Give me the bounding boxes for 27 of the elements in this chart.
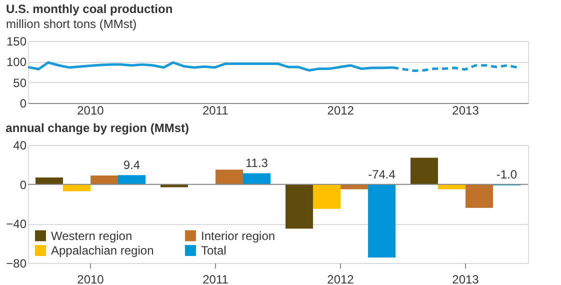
data-label: 11.3 <box>246 156 268 170</box>
y-tick-label: 0 <box>20 96 27 110</box>
y-tick-label: 40 <box>13 138 27 152</box>
y-tick-label: −80 <box>6 256 27 270</box>
legend-label: Total <box>201 244 226 258</box>
y-tick-label: −40 <box>6 217 27 232</box>
legend-label: Appalachian region <box>51 244 154 258</box>
data-label: -1.0 <box>496 167 518 182</box>
x-tick-label: 2010 <box>77 272 104 285</box>
chart-title: annual change by region (MMst) <box>6 121 190 135</box>
x-tick-label: 2013 <box>452 272 480 285</box>
x-tick-label: 2013 <box>452 104 480 118</box>
y-tick-label: 50 <box>13 76 27 90</box>
legend-label: Western region <box>51 228 132 243</box>
x-tick-label: 2012 <box>327 104 354 118</box>
x-tick-label: 2010 <box>77 104 104 118</box>
data-label: -74.4 <box>368 167 396 182</box>
y-tick-label: 150 <box>6 34 27 48</box>
chart-subtitle: million short tons (MMst) <box>6 17 137 31</box>
x-tick-label: 2011 <box>202 104 229 118</box>
data-label: 9.4 <box>123 158 140 172</box>
y-tick-label: 100 <box>6 55 27 70</box>
x-tick-label: 2012 <box>327 272 354 285</box>
legend-label: Interior region <box>201 228 276 243</box>
x-tick-label: 2011 <box>202 272 229 285</box>
chart-title: U.S. monthly coal production <box>6 2 173 16</box>
y-tick-label: 0 <box>20 178 27 192</box>
